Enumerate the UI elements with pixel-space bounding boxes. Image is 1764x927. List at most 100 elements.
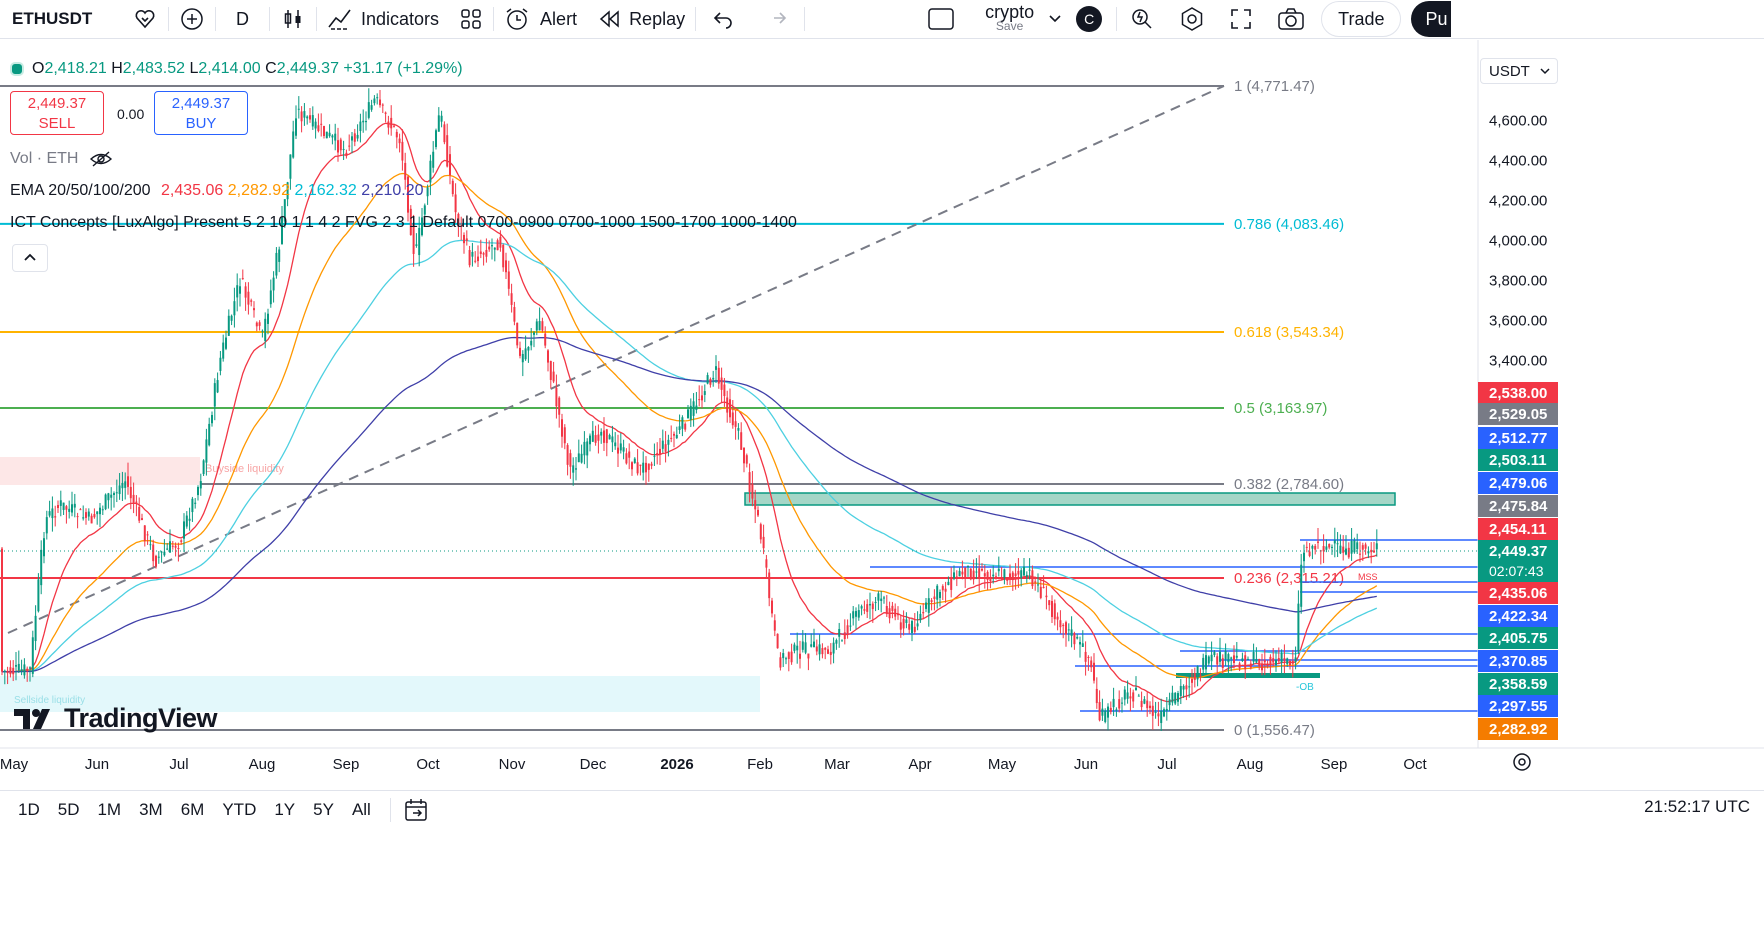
candle-body <box>1034 581 1037 583</box>
candle-body <box>166 548 169 550</box>
candle-body <box>1045 595 1048 598</box>
candle-body <box>1062 624 1065 627</box>
candle-body <box>544 333 547 346</box>
symbol-search[interactable]: ETHUSDT <box>12 9 93 28</box>
replay-button[interactable]: Replay <box>587 0 695 38</box>
candle-body <box>1328 544 1331 548</box>
candle-body <box>163 551 166 556</box>
candle-body <box>552 371 555 382</box>
candle-body <box>1283 658 1286 662</box>
candle-body <box>295 118 297 136</box>
price-tag-label: 2,479.06 <box>1489 475 1547 492</box>
price-tag-label: 2,529.05 <box>1489 406 1547 423</box>
interval-button[interactable]: D <box>236 8 249 29</box>
candle-body <box>538 321 541 331</box>
candle-body <box>1317 541 1319 543</box>
candle-body <box>1039 586 1042 598</box>
sell-price: 2,449.37 <box>27 95 87 112</box>
range-3m[interactable]: 3M <box>139 799 163 819</box>
candle-body <box>323 126 325 136</box>
candle-body <box>183 521 185 539</box>
candle-body <box>127 476 129 487</box>
candle-body <box>706 375 709 384</box>
candle-body <box>390 117 393 129</box>
indicators-button[interactable]: Indicators <box>317 0 449 38</box>
buy-button[interactable]: 2,449.37 BUY <box>154 91 248 135</box>
candle-body <box>1123 689 1126 700</box>
date-range-calendar-icon[interactable] <box>403 797 429 823</box>
candle-body <box>65 506 68 510</box>
range-6m[interactable]: 6M <box>180 799 205 819</box>
candle-body <box>303 111 306 118</box>
candle-body <box>631 462 633 470</box>
candle-body <box>1261 663 1263 671</box>
chevron-down-icon[interactable] <box>1040 0 1070 38</box>
user-avatar[interactable]: C <box>1070 0 1116 38</box>
candle-body <box>513 307 516 322</box>
candle-body <box>376 97 379 99</box>
mss-label: MSS <box>1358 572 1378 582</box>
heart-icon[interactable] <box>122 0 168 38</box>
volume-legend[interactable]: Vol · ETH <box>10 150 113 168</box>
indicators-icon <box>328 9 351 30</box>
undo-icon[interactable] <box>696 0 750 38</box>
price-tag <box>1478 472 1558 494</box>
time-axis-label: Dec <box>580 756 607 773</box>
range-1y[interactable]: 1Y <box>274 799 296 819</box>
candle-body <box>1219 651 1221 662</box>
camera-icon[interactable] <box>1265 0 1317 38</box>
spread-value: 0.00 <box>117 106 145 122</box>
publish-button[interactable]: Pu <box>1411 1 1452 37</box>
eye-off-icon[interactable] <box>89 150 113 168</box>
price-chart[interactable]: 1 (4,771.47) 0.786 (4,083.46) 0.618 (3,543… <box>0 40 1764 788</box>
settings-gear-icon[interactable] <box>1167 0 1217 38</box>
candles-icon[interactable] <box>270 0 316 38</box>
candle-body <box>555 387 558 407</box>
candle-body <box>1322 546 1325 552</box>
clock[interactable]: 21:52:17 UTC <box>1644 797 1750 816</box>
axis-settings-icon[interactable] <box>1513 753 1531 771</box>
candle-body <box>76 516 79 518</box>
range-5d[interactable]: 5D <box>57 799 80 819</box>
range-all[interactable]: All <box>351 799 371 819</box>
fullscreen-layout-icon[interactable] <box>805 0 975 38</box>
compare-add-icon[interactable] <box>169 0 215 38</box>
close-value: 2,449.37 <box>276 60 339 77</box>
templates-icon[interactable] <box>449 0 493 38</box>
candle-body <box>1249 663 1252 668</box>
trade-button[interactable]: Trade <box>1321 1 1402 37</box>
range-1m[interactable]: 1M <box>97 799 122 819</box>
candle-body <box>1098 702 1101 721</box>
time-axis-label: Oct <box>1403 756 1427 773</box>
ict-legend[interactable]: ICT Concepts [LuxAlgo] Present 5 2 10 1 … <box>10 214 797 231</box>
candle-body <box>412 224 415 254</box>
candle-body <box>790 651 793 663</box>
candle-body <box>180 540 183 542</box>
price-tag <box>1478 718 1558 740</box>
candle-body <box>821 648 824 655</box>
candle-body <box>841 640 843 642</box>
range-5y[interactable]: 5Y <box>313 799 334 819</box>
candle-body <box>143 525 146 542</box>
currency-select[interactable]: USDT <box>1480 58 1558 84</box>
candle-body <box>894 608 897 617</box>
layout-name-button[interactable]: crypto Save <box>975 0 1040 38</box>
price-tag <box>1478 495 1558 517</box>
redo-icon[interactable] <box>750 0 804 38</box>
quick-search-icon[interactable] <box>1117 0 1167 38</box>
collapse-legend-button[interactable] <box>12 244 48 272</box>
candle-body <box>219 357 222 371</box>
candle-body <box>936 585 939 600</box>
alert-button[interactable]: Alert <box>494 0 587 38</box>
range-1d[interactable]: 1D <box>18 799 40 819</box>
candle-body <box>227 315 230 336</box>
range-ytd[interactable]: YTD <box>222 799 257 819</box>
ema-legend[interactable]: EMA 20/50/100/200 2,435.06 2,282.92 2,16… <box>10 182 424 200</box>
candle-body <box>927 598 930 613</box>
fibonacci-retracement[interactable]: 1 (4,771.47) 0.786 (4,083.46) 0.618 (3,543… <box>0 78 1344 739</box>
candle-body <box>673 433 675 436</box>
sell-button[interactable]: 2,449.37 SELL <box>10 91 104 135</box>
candle-body <box>152 544 155 562</box>
fullscreen-icon[interactable] <box>1217 0 1265 38</box>
candle-body <box>824 647 827 650</box>
